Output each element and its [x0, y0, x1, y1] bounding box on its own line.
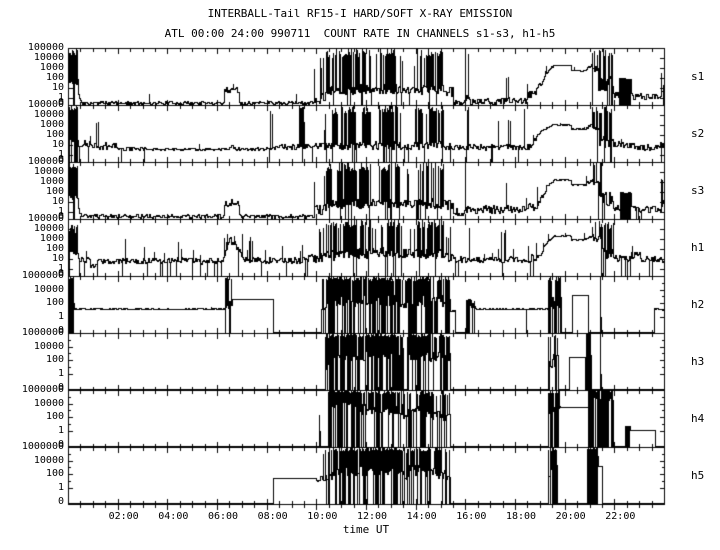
y-tick-label: 0 — [57, 97, 64, 108]
y-tick-label: 100000 — [27, 42, 64, 53]
y-tick-label: 1000000 — [21, 270, 64, 281]
y-tick-label: 10000 — [33, 397, 64, 409]
x-axis-title: time UT — [342, 523, 390, 536]
channel-label-h5: h5 — [691, 468, 705, 482]
channel-label-h4: h4 — [691, 411, 705, 425]
y-tick-label: 100 — [45, 297, 64, 308]
y-tick-label: 100 — [45, 72, 64, 83]
x-tick-label: 22:00 — [605, 511, 636, 522]
x-tick-label: 20:00 — [555, 511, 586, 522]
y-tick-label: 10000 — [33, 52, 64, 63]
x-tick-label: 06:00 — [207, 511, 239, 522]
y-tick-label: 1 — [57, 424, 64, 436]
y-tick-label: 1000000 — [21, 384, 64, 395]
y-tick-label: 0 — [57, 211, 64, 222]
y-tick-label: 10000 — [33, 454, 64, 466]
x-tick-label: 10:00 — [307, 511, 338, 522]
y-tick-label: 10000 — [33, 109, 64, 120]
y-tick-label: 0 — [57, 268, 64, 279]
y-tick-label: 100 — [45, 411, 64, 422]
channel-label-s1: s1 — [691, 69, 705, 83]
y-tick-label: 10 — [51, 253, 64, 264]
y-tick-label: 1000000 — [21, 441, 64, 452]
y-tick-label: 1 — [57, 310, 64, 322]
y-tick-label: 100000 — [27, 213, 64, 224]
y-tick-label: 0 — [57, 154, 64, 165]
y-tick-label: 10000 — [33, 340, 64, 352]
y-tick-label: 10 — [51, 82, 64, 93]
channel-label-s2: s2 — [691, 126, 705, 140]
y-tick-label: 10 — [51, 139, 64, 150]
x-tick-label: 18:00 — [505, 511, 537, 522]
y-tick-label: 1 — [57, 263, 64, 274]
y-tick-label: 1 — [57, 149, 64, 160]
x-tick-label: 14:00 — [406, 511, 437, 522]
y-tick-label: 100 — [45, 186, 64, 197]
y-tick-label: 10000 — [33, 283, 64, 295]
y-tick-label: 100000 — [27, 99, 64, 110]
y-tick-label: 0 — [57, 439, 64, 450]
y-tick-label: 1000 — [39, 176, 64, 187]
x-tick-label: 04:00 — [158, 511, 189, 522]
x-tick-label: 12:00 — [356, 511, 388, 522]
y-tick-label: 1000 — [39, 119, 64, 130]
channel-label-h2: h2 — [691, 297, 705, 311]
y-tick-label: 0 — [57, 382, 64, 393]
x-tick-label: 16:00 — [456, 511, 487, 522]
y-tick-label: 1 — [57, 206, 64, 217]
x-tick-label: 08:00 — [257, 511, 288, 522]
y-tick-label: 0 — [57, 496, 64, 507]
x-tick-label: 02:00 — [108, 511, 139, 522]
y-tick-label: 1000000 — [21, 327, 64, 338]
channel-label-h1: h1 — [691, 240, 705, 254]
y-tick-label: 10000 — [33, 166, 64, 177]
y-tick-label: 100 — [45, 468, 64, 479]
y-tick-label: 1000 — [39, 233, 64, 244]
y-tick-label: 10000 — [33, 223, 64, 234]
y-tick-label: 1 — [57, 367, 64, 379]
y-tick-label: 1 — [57, 92, 64, 103]
y-tick-label: 10 — [51, 196, 64, 207]
y-tick-label: 100 — [45, 354, 64, 365]
channel-label-h3: h3 — [691, 354, 705, 368]
y-tick-label: 100 — [45, 129, 64, 140]
channel-label-s3: s3 — [691, 183, 705, 197]
y-tick-label: 100000 — [27, 156, 64, 167]
y-tick-label: 1 — [57, 481, 64, 493]
y-tick-label: 0 — [57, 325, 64, 336]
y-tick-label: 1000 — [39, 62, 64, 73]
y-tick-label: 100 — [45, 243, 64, 254]
